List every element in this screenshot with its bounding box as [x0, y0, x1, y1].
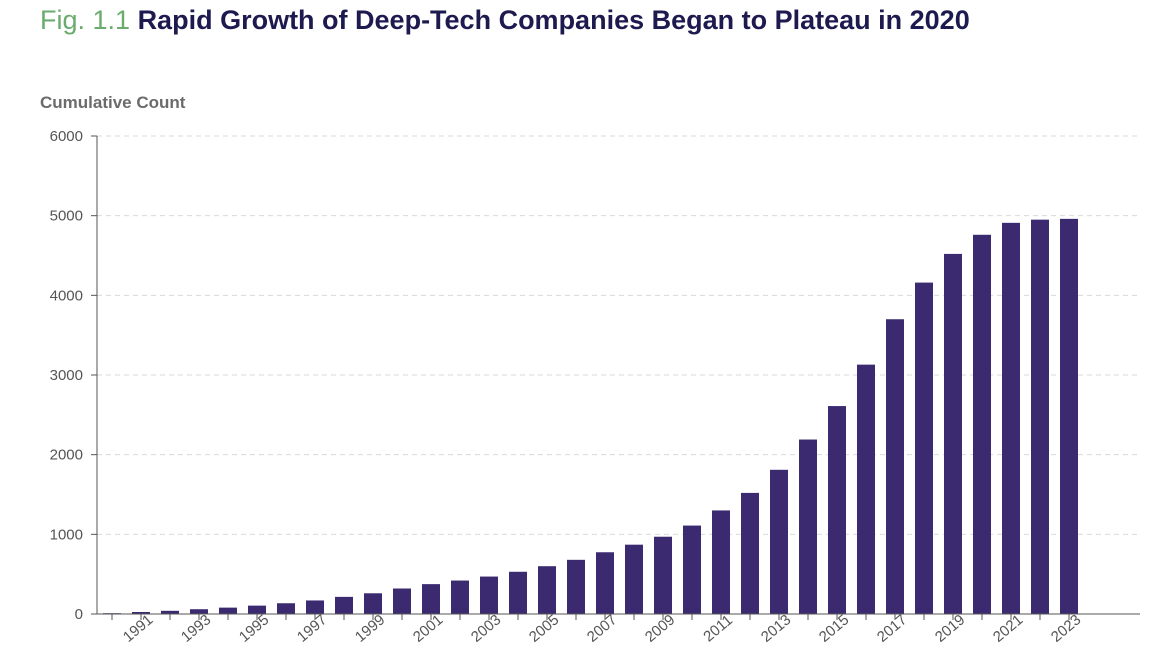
x-tick-label: 2017 — [874, 611, 910, 645]
bar — [770, 469, 788, 614]
x-tick-label: 1993 — [178, 611, 214, 645]
y-tick-label: 5000 — [50, 208, 83, 225]
y-axis-title: Cumulative Count — [40, 93, 186, 112]
y-tick-label: 4000 — [50, 287, 83, 304]
x-tick-label: 2007 — [584, 611, 620, 645]
x-tick-label: 2019 — [932, 611, 968, 645]
bar — [625, 544, 643, 614]
bar — [219, 607, 237, 614]
y-tick-label: 3000 — [50, 367, 83, 384]
x-tick-label: 2013 — [758, 611, 794, 645]
x-tick-label: 1997 — [294, 611, 330, 645]
bar — [654, 536, 672, 614]
x-tick-label: 2011 — [700, 612, 736, 646]
x-tick-label: 2009 — [642, 611, 678, 645]
bar — [451, 580, 469, 614]
x-tick-label: 2021 — [990, 611, 1026, 645]
bar — [973, 234, 991, 614]
x-tick-label: 1995 — [236, 611, 272, 645]
bar — [132, 612, 150, 614]
bar — [190, 609, 208, 614]
y-tick-label: 0 — [75, 606, 83, 623]
figure-number: Fig. 1.1 — [40, 5, 131, 35]
x-tick-label: 1991 — [120, 611, 156, 645]
bar — [509, 571, 527, 614]
bar — [944, 253, 962, 614]
bar — [915, 282, 933, 614]
bar — [422, 584, 440, 614]
bar — [335, 596, 353, 614]
bar — [712, 510, 730, 614]
x-tick-label: 2003 — [468, 611, 504, 645]
bar — [393, 588, 411, 614]
figure-title: Rapid Growth of Deep-Tech Companies Bega… — [137, 5, 970, 35]
bar — [480, 576, 498, 614]
y-tick-label: 1000 — [50, 526, 83, 543]
x-tick-label: 2015 — [816, 611, 852, 645]
bar — [1060, 218, 1078, 614]
bar — [306, 600, 324, 614]
bar — [828, 406, 846, 614]
bar — [248, 605, 266, 614]
bar — [277, 603, 295, 614]
bar — [886, 319, 904, 614]
bar — [1031, 219, 1049, 614]
bar — [364, 593, 382, 614]
x-tick-label: 2023 — [1048, 611, 1084, 645]
bar — [596, 552, 614, 614]
bar — [683, 525, 701, 614]
bar — [1002, 222, 1020, 614]
x-tick-label: 1999 — [352, 611, 388, 645]
bar — [799, 439, 817, 614]
bar — [741, 492, 759, 614]
y-tick-label: 6000 — [50, 128, 83, 145]
y-tick-label: 2000 — [50, 447, 83, 464]
x-tick-label: 2001 — [410, 611, 446, 645]
bar — [857, 364, 875, 614]
bar — [538, 566, 556, 614]
chart-title: Fig. 1.1 Rapid Growth of Deep-Tech Compa… — [40, 2, 970, 38]
bar — [161, 610, 179, 614]
bar — [567, 559, 585, 614]
x-tick-label: 2005 — [526, 611, 562, 645]
